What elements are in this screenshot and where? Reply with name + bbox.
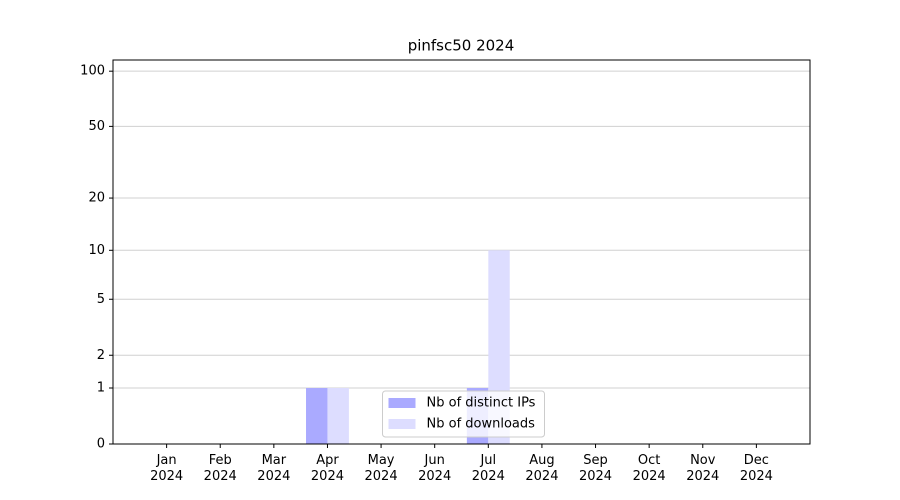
y-tick-label: 0 xyxy=(97,437,105,452)
legend-swatch xyxy=(388,419,416,429)
bar xyxy=(327,388,349,444)
grid xyxy=(113,70,810,445)
plot-frame xyxy=(112,59,811,445)
x-tick-label: Nov 2024 xyxy=(686,453,720,484)
legend-swatch xyxy=(388,398,416,408)
chart-title: pinfsc50 2024 xyxy=(408,37,515,55)
y-tick-label: 50 xyxy=(88,119,105,134)
x-tick-label: Jun 2024 xyxy=(418,453,452,484)
legend: Nb of distinct IPs Nb of downloads xyxy=(382,390,545,438)
y-tick-label: 20 xyxy=(88,191,105,206)
y-tick-label: 2 xyxy=(97,348,105,363)
x-tick-label: Dec 2024 xyxy=(739,453,773,484)
bar xyxy=(306,388,328,444)
y-tick-label: 5 xyxy=(97,292,105,307)
legend-box xyxy=(382,390,545,438)
y-tick-label: 100 xyxy=(80,64,105,79)
x-tick-label: Jul 2024 xyxy=(471,453,505,484)
x-tick-label: May 2024 xyxy=(364,453,398,484)
x-tick-label: Jan 2024 xyxy=(150,453,184,484)
x-tick-label: Oct 2024 xyxy=(632,453,666,484)
x-tick-label: Mar 2024 xyxy=(257,453,291,484)
x-tick-label: Apr 2024 xyxy=(310,453,344,484)
legend-label: Nb of downloads xyxy=(427,417,536,432)
y-tick-label: 10 xyxy=(88,243,105,258)
y-tick-label: 1 xyxy=(97,381,105,396)
x-tick-label: Feb 2024 xyxy=(203,453,237,484)
x-tick-label: Aug 2024 xyxy=(525,453,559,484)
legend-label: Nb of distinct IPs xyxy=(427,396,536,411)
x-tick-label: Sep 2024 xyxy=(578,453,613,484)
